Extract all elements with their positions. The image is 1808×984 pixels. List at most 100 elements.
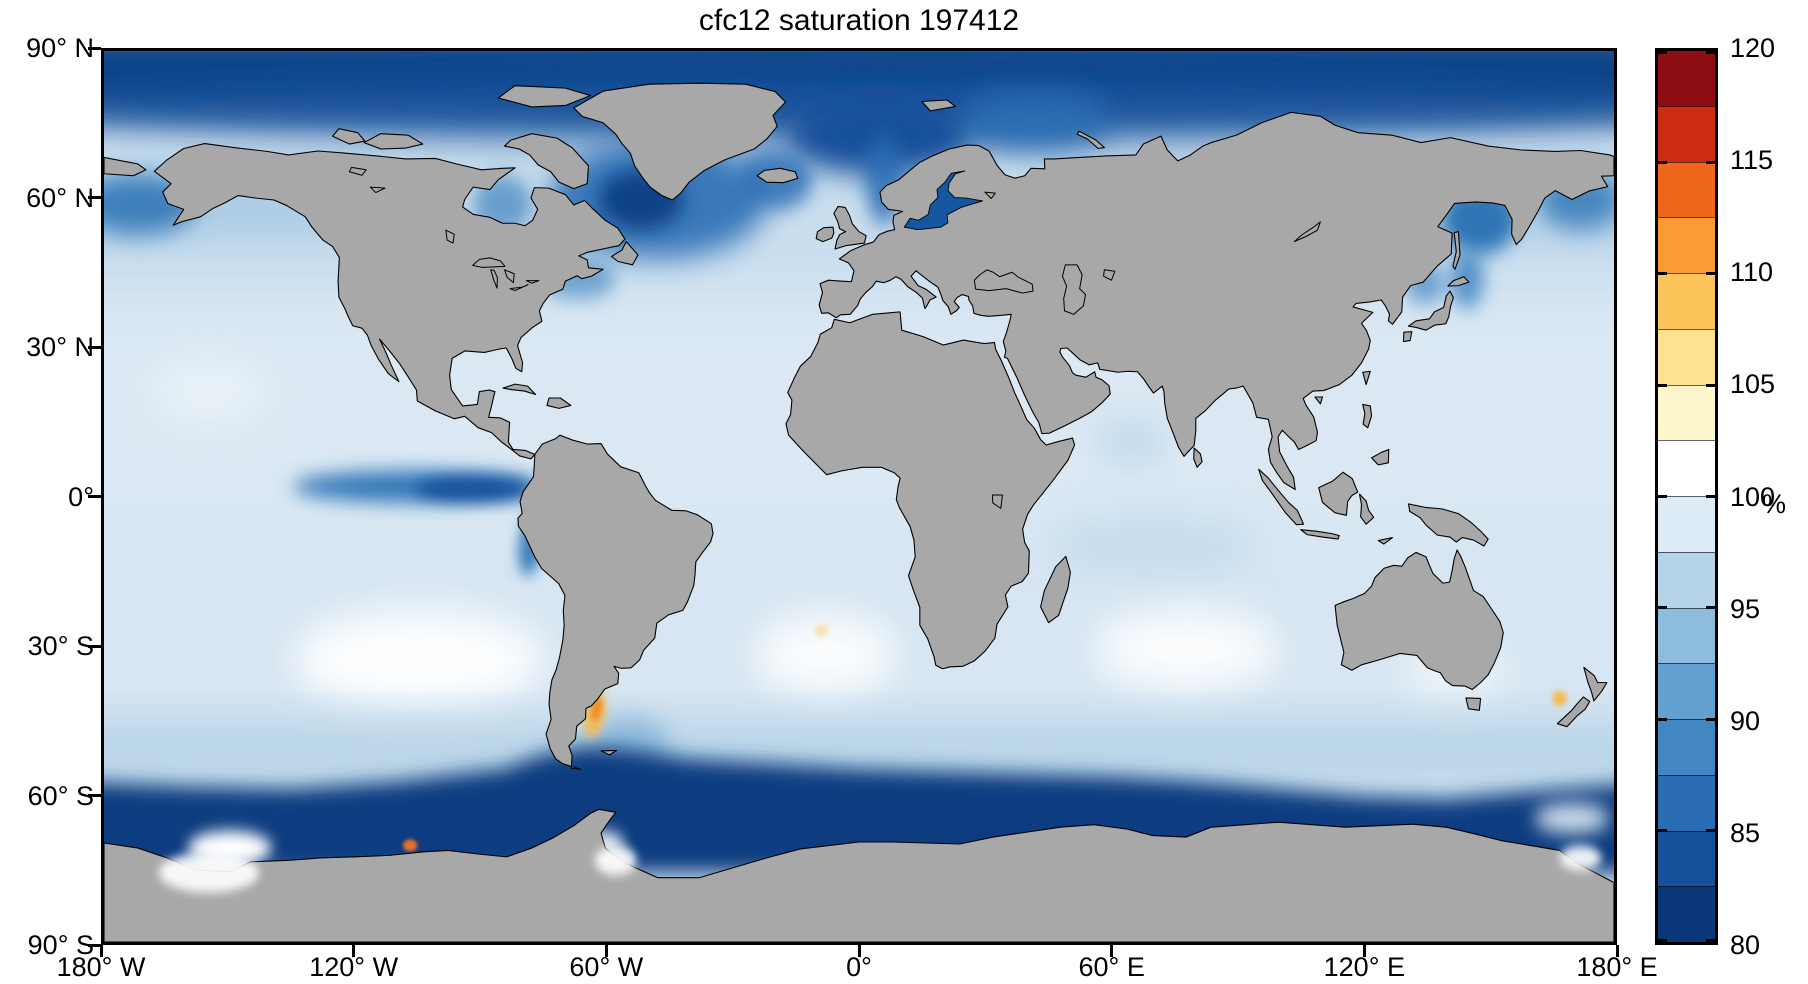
land-lake-michigan (491, 270, 498, 288)
world-map-svg (104, 51, 1614, 942)
land-australia (1335, 550, 1503, 690)
x-tick-mark (857, 945, 861, 957)
x-tick-label: 180° E (1576, 952, 1658, 982)
y-tick-label: 90° N (26, 33, 94, 63)
x-tick-mark (99, 945, 103, 957)
x-tick-label: 60° E (1078, 952, 1145, 982)
land-lake-ontario (526, 281, 539, 283)
x-tick-label: 60° W (569, 952, 644, 982)
land-chukotka-east (104, 157, 146, 175)
colorbar-segment (1658, 663, 1715, 719)
land-lake-huron (505, 270, 515, 283)
colorbar-segment (1658, 496, 1715, 552)
land-timor (1378, 538, 1392, 544)
land-north-america (154, 144, 625, 459)
y-tick-mark (88, 46, 101, 50)
x-tick-mark (352, 945, 356, 957)
land-falkland-islands (601, 750, 617, 754)
land-south-america (518, 435, 713, 769)
land-svalbard (922, 100, 956, 111)
colorbar-tick-label: 115 (1730, 145, 1774, 176)
land-madagascar (1041, 556, 1071, 622)
x-tick-label: 120° W (309, 952, 399, 982)
land-new-zealand-north (1584, 667, 1607, 701)
land-new-guinea (1408, 504, 1488, 546)
x-tick-mark (1615, 945, 1619, 957)
land-eurasia (819, 112, 1614, 489)
colorbar-segment (1658, 886, 1715, 942)
y-tick-label: 90° S (27, 930, 94, 960)
colorbar-tick-mark (1706, 160, 1715, 164)
x-tick-mark (604, 945, 608, 957)
colorbar-unit-label: % (1762, 489, 1787, 519)
land-lake-superior (473, 258, 505, 267)
baltic-sea-dark-patch (904, 171, 982, 230)
land-hokkaido (1448, 277, 1469, 286)
y-tick-label: 30° N (26, 332, 94, 362)
colorbar-tick-label: 100 (1730, 481, 1776, 512)
land-borneo (1319, 472, 1358, 515)
land-banks-island (333, 129, 365, 144)
land-great-slave-lake (370, 187, 385, 192)
land-taiwan (1363, 371, 1371, 384)
land-black-sea (974, 270, 1033, 293)
colorbar-tick-mark (1658, 717, 1667, 721)
land-antarctica (104, 809, 1614, 942)
land-tasmania (1466, 698, 1481, 710)
land-sakhalin (1453, 232, 1460, 270)
colorbar-segment (1658, 217, 1715, 273)
plot-title: cfc12 saturation 197412 (698, 4, 1020, 37)
lakes (349, 167, 1320, 508)
land-lake-erie (510, 285, 528, 291)
colorbar-segment (1658, 551, 1715, 608)
land-great-bear-lake (349, 167, 366, 175)
colorbar-tick-label: 95 (1730, 593, 1761, 624)
colorbar-tick-mark (1706, 939, 1715, 942)
land-iceland (757, 168, 798, 182)
y-tick-label: 30° S (27, 631, 94, 661)
colorbar-tick-mark (1658, 272, 1667, 276)
land-hispaniola (547, 398, 571, 408)
colorbar-tick-mark (1658, 495, 1667, 498)
colorbar-tick-mark (1658, 939, 1667, 942)
colorbar-tick-mark (1706, 717, 1715, 721)
colorbar-tick-label: 105 (1730, 369, 1776, 400)
land-baffin-island (505, 134, 589, 189)
colorbar-segment (1658, 719, 1715, 775)
colorbar-tick-mark (1706, 272, 1715, 276)
colorbar-segment (1658, 161, 1715, 218)
colorbar (1655, 48, 1718, 945)
x-tick-mark (1110, 945, 1114, 957)
land-lake-victoria (992, 495, 1002, 508)
colorbar-tick-mark (1706, 495, 1715, 498)
land-hainan (1315, 397, 1323, 404)
x-tick-mark (1362, 945, 1366, 957)
land-aral-sea (1104, 270, 1115, 280)
land-sri-lanka (1194, 448, 1202, 467)
land-africa (786, 312, 1075, 669)
colorbar-tick-mark (1658, 606, 1667, 610)
colorbar-segment (1658, 774, 1715, 831)
colorbar-tick-mark (1658, 383, 1667, 387)
colorbar-tick-mark (1658, 51, 1667, 54)
land-uk (834, 206, 866, 249)
y-tick-label: 60° N (26, 182, 94, 213)
colorbar-segment (1658, 384, 1715, 441)
land-ireland (816, 227, 834, 241)
land-luzon (1363, 404, 1372, 427)
land-sumatra (1259, 469, 1304, 524)
x-tick-label: 180° W (56, 952, 146, 982)
x-tick-label: 0° (846, 952, 872, 982)
land-victoria-island (364, 134, 423, 149)
colorbar-tick-mark (1706, 383, 1715, 387)
colorbar-segment (1658, 830, 1715, 887)
land-lake-winnipeg (446, 230, 454, 243)
land-novaya-zemlya (1077, 131, 1104, 148)
land-new-zealand-south (1557, 697, 1589, 727)
land-lake-ladoga (985, 192, 995, 198)
land-caspian-sea (1062, 265, 1085, 315)
colorbar-segment (1658, 328, 1715, 385)
colorbar-tick-label: 85 (1730, 817, 1761, 848)
colorbar-segment (1658, 105, 1715, 162)
land-sulawesi (1359, 494, 1373, 524)
